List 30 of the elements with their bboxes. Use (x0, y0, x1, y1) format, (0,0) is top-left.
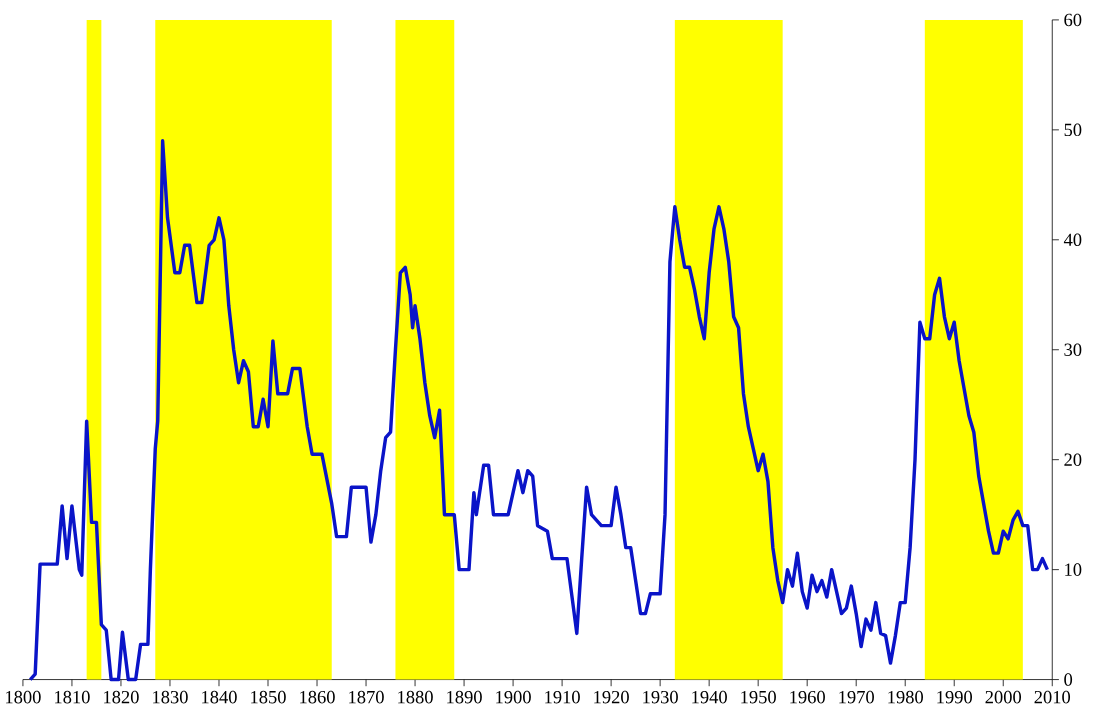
x-tick-label: 1930 (643, 691, 678, 704)
x-tick-label: 2000 (985, 691, 1022, 704)
x-tick-label: 1920 (594, 691, 629, 704)
x-tick-label: 1810 (55, 691, 90, 704)
x-tick-label: 1880 (398, 691, 433, 704)
x-tick-label: 1970 (839, 691, 874, 704)
x-tick-label: 1910 (545, 691, 580, 704)
y-tick-label: 60 (1064, 13, 1082, 27)
line-series (28, 139, 1050, 682)
y-tick-label: 30 (1064, 343, 1082, 357)
x-tick-label: 1950 (741, 691, 776, 704)
x-tick-label: 1860 (300, 691, 335, 704)
x-tick-label: 1850 (251, 691, 286, 704)
x-tick-label: 1840 (202, 691, 237, 704)
x-tick-label: 1800 (6, 691, 41, 704)
x-tick-label: 1960 (790, 691, 825, 704)
x-tick-label: 1890 (447, 691, 482, 704)
x-tick-label: 2010 (1034, 691, 1071, 704)
x-tick-label: 1990 (937, 691, 973, 704)
x-tick-label: 1940 (692, 691, 727, 704)
y-tick-label: 40 (1063, 233, 1082, 247)
y-tick-label: 50 (1064, 123, 1082, 137)
y-tick-label: 20 (1064, 453, 1082, 467)
x-tick-label: 1900 (496, 691, 531, 704)
x-tick-label: 1820 (104, 691, 139, 704)
x-tick-label: 1870 (349, 691, 384, 704)
x-tick-label: 1980 (888, 691, 924, 704)
x-tick-label: 1830 (153, 691, 188, 704)
y-tick-label: 10 (1065, 563, 1082, 577)
y-tick-label: 0 (1064, 673, 1073, 686)
